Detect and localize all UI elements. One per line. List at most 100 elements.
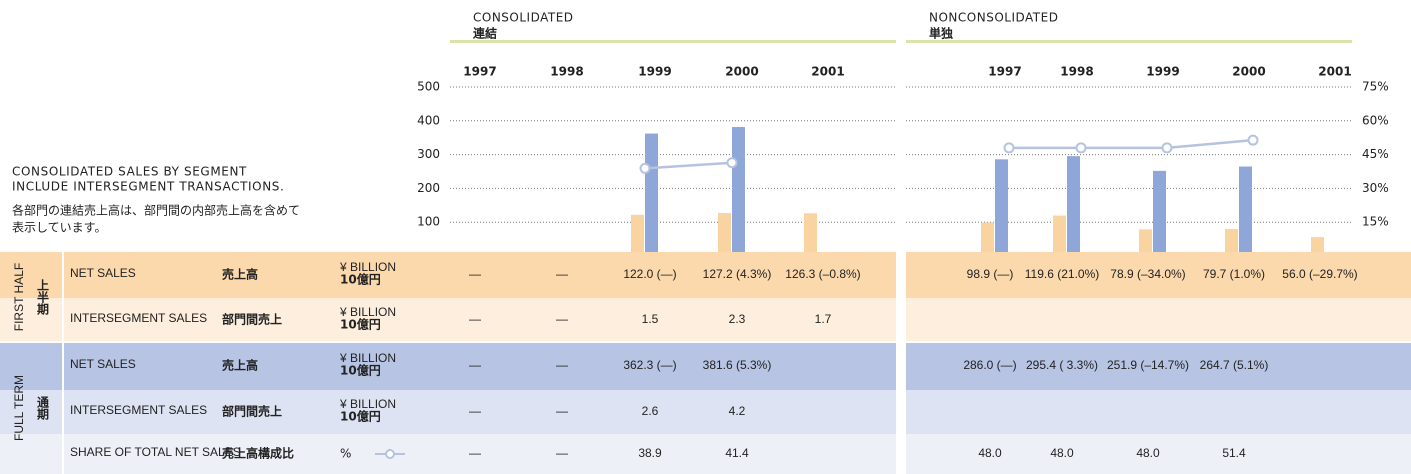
y-tick-label: 300 <box>417 147 440 161</box>
note: CONSOLIDATED SALES BY SEGMENT <box>12 165 247 179</box>
cell: 119.6 (21.0%) <box>1025 267 1100 281</box>
cell: 362.3 (—) <box>623 358 676 372</box>
cell: 122.0 (—) <box>623 267 676 281</box>
panel-subtitle: 連結 <box>473 26 497 41</box>
panel-title: NONCONSOLIDATED <box>929 11 1058 25</box>
unit: ¥ BILLION <box>339 351 396 365</box>
bar <box>1067 156 1080 252</box>
note: 表示しています。 <box>12 221 106 235</box>
share-point <box>639 162 651 174</box>
bar <box>995 159 1008 252</box>
bar <box>1239 166 1252 252</box>
year-label: 2000 <box>1232 65 1265 79</box>
cell: — <box>469 404 481 418</box>
cell: — <box>469 358 481 372</box>
cell: — <box>469 312 481 326</box>
row-label: NET SALES <box>70 357 136 371</box>
cell: — <box>556 446 568 460</box>
share-point <box>1003 142 1015 154</box>
y2-tick-label: 60% <box>1362 113 1389 127</box>
bar <box>718 213 731 252</box>
unit: ¥ BILLION <box>339 305 396 319</box>
cell: — <box>469 446 481 460</box>
group-label: FULL TERM <box>12 375 26 441</box>
cell: 126.3 (–0.8%) <box>785 267 860 281</box>
header-rule <box>450 40 896 43</box>
y2-tick-label: 30% <box>1362 181 1389 195</box>
row-label-ja: 部門間売上 <box>222 404 282 419</box>
row-label: INTERSEGMENT SALES <box>70 311 207 325</box>
cell: — <box>556 404 568 418</box>
cell: 48.0 <box>978 446 1002 460</box>
share-point <box>726 157 738 169</box>
unit-ja: 10億円 <box>340 409 381 424</box>
y2-tick-label: 15% <box>1362 215 1389 229</box>
row-label-ja: 部門間売上 <box>222 312 282 327</box>
year-label: 2001 <box>1318 65 1351 79</box>
bar <box>1311 237 1324 252</box>
bar <box>1139 229 1152 252</box>
year-label: 1997 <box>988 65 1021 79</box>
bar <box>645 133 658 252</box>
cell: 381.6 (5.3%) <box>703 358 772 372</box>
share-point <box>1161 142 1173 154</box>
share-point <box>1075 142 1087 154</box>
year-label: 1998 <box>1060 65 1093 79</box>
y2-tick-label: 75% <box>1362 80 1389 94</box>
legend-marker <box>385 449 395 459</box>
year-label: 1998 <box>550 65 583 79</box>
unit: % <box>340 447 351 461</box>
cell: 56.0 (–29.7%) <box>1282 267 1357 281</box>
row-label-ja: 売上高 <box>222 358 258 373</box>
cell: 38.9 <box>638 446 662 460</box>
row-bg <box>0 252 1411 298</box>
unit: ¥ BILLION <box>339 397 396 411</box>
year-label: 2000 <box>725 65 758 79</box>
cell: 2.6 <box>642 404 659 418</box>
bar <box>631 214 644 252</box>
unit-ja: 10億円 <box>340 317 381 332</box>
bar <box>1225 229 1238 252</box>
note: 各部門の連結売上高は、部門間の内部売上高を含めて <box>12 203 300 218</box>
cell: — <box>556 312 568 326</box>
cell: 251.9 (–14.7%) <box>1107 358 1189 372</box>
col-sep <box>62 252 64 474</box>
cell: 41.4 <box>725 446 749 460</box>
group-label-ja: 通期 <box>36 395 50 421</box>
cell: — <box>556 358 568 372</box>
panel-subtitle: 単独 <box>929 26 953 41</box>
cell: 48.0 <box>1050 446 1074 460</box>
bar <box>732 127 745 252</box>
row-label: INTERSEGMENT SALES <box>70 403 207 417</box>
year-label: 1999 <box>638 65 671 79</box>
cell: — <box>556 267 568 281</box>
y-tick-label: 200 <box>417 181 440 195</box>
row-bg <box>0 342 1411 390</box>
cell: 286.0 (—) <box>963 358 1016 372</box>
unit: ¥ BILLION <box>339 260 396 274</box>
cell: 78.9 (–34.0%) <box>1110 267 1185 281</box>
row-label-ja: 売上高 <box>222 267 258 282</box>
share-line <box>1009 138 1254 150</box>
row-bg <box>0 434 1411 474</box>
cell: 98.9 (—) <box>967 267 1014 281</box>
y-tick-label: 400 <box>417 113 440 127</box>
bar <box>1153 170 1166 252</box>
share-point <box>1247 134 1259 146</box>
share-line <box>644 161 733 170</box>
y-tick-label: 500 <box>417 80 440 94</box>
cell: 51.4 <box>1222 446 1246 460</box>
col-sep <box>896 252 906 474</box>
year-label: 1999 <box>1146 65 1179 79</box>
cell: 1.5 <box>642 312 659 326</box>
note: INCLUDE INTERSEGMENT TRANSACTIONS. <box>12 180 284 194</box>
row-label: SHARE OF TOTAL NET SALES <box>70 445 241 459</box>
header-rule <box>906 40 1352 43</box>
bar <box>804 213 817 252</box>
row-bg <box>0 390 1411 434</box>
panel-title: CONSOLIDATED <box>473 11 574 25</box>
row-label-ja: 売上高構成比 <box>222 446 294 461</box>
cell: 79.7 (1.0%) <box>1203 267 1265 281</box>
row-label: NET SALES <box>70 266 136 280</box>
